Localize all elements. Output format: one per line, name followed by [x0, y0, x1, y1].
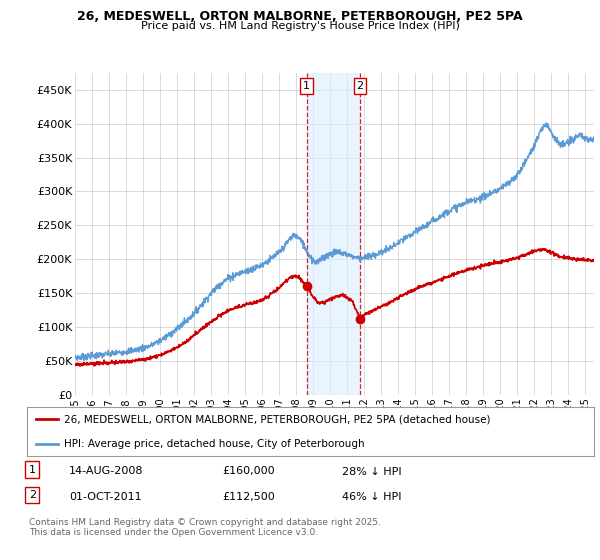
Text: Contains HM Land Registry data © Crown copyright and database right 2025.
This d: Contains HM Land Registry data © Crown c…	[29, 518, 380, 538]
Text: HPI: Average price, detached house, City of Peterborough: HPI: Average price, detached house, City…	[64, 439, 364, 449]
Text: £160,000: £160,000	[222, 466, 275, 477]
Text: 26, MEDESWELL, ORTON MALBORNE, PETERBOROUGH, PE2 5PA (detached house): 26, MEDESWELL, ORTON MALBORNE, PETERBORO…	[64, 414, 490, 424]
Text: 1: 1	[29, 465, 36, 475]
Text: 01-OCT-2011: 01-OCT-2011	[69, 492, 142, 502]
Text: 2: 2	[29, 490, 36, 500]
Text: 46% ↓ HPI: 46% ↓ HPI	[342, 492, 401, 502]
Bar	[307, 73, 360, 395]
Text: 26, MEDESWELL, ORTON MALBORNE, PETERBOROUGH, PE2 5PA: 26, MEDESWELL, ORTON MALBORNE, PETERBORO…	[77, 10, 523, 23]
Text: 2: 2	[356, 81, 364, 91]
Text: 14-AUG-2008: 14-AUG-2008	[69, 466, 143, 477]
Text: £112,500: £112,500	[222, 492, 275, 502]
Text: 1: 1	[303, 81, 310, 91]
Text: 28% ↓ HPI: 28% ↓ HPI	[342, 466, 401, 477]
Text: Price paid vs. HM Land Registry's House Price Index (HPI): Price paid vs. HM Land Registry's House …	[140, 21, 460, 31]
